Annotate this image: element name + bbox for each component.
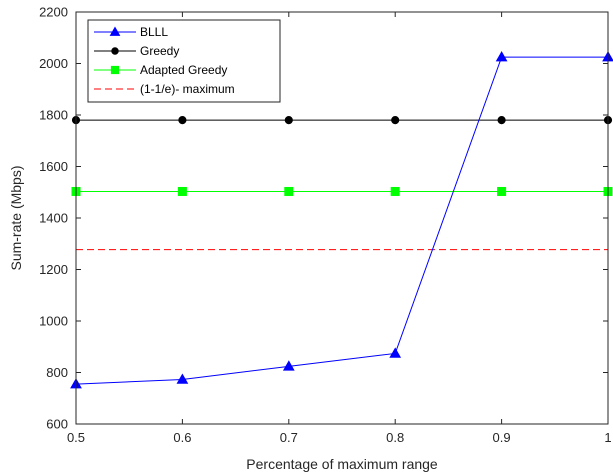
y-tick-label: 2200 xyxy=(39,5,68,20)
y-tick-label: 1600 xyxy=(39,159,68,174)
y-tick-label: 600 xyxy=(46,417,68,432)
legend-entry: Greedy xyxy=(94,44,179,58)
y-axis-label: Sum-rate (Mbps) xyxy=(8,165,24,270)
data-point-triangle xyxy=(495,51,508,62)
legend-entry: (1-1/e)- maximum xyxy=(94,82,235,96)
legend-label: Greedy xyxy=(140,44,179,58)
legend-box xyxy=(87,19,281,103)
data-point-triangle xyxy=(282,360,295,371)
data-point-triangle xyxy=(389,347,402,358)
y-tick-label: 1200 xyxy=(39,262,68,277)
legend-label: BLLL xyxy=(140,25,168,39)
x-tick-label: 0.6 xyxy=(173,430,191,445)
legend-label: (1-1/e)- maximum xyxy=(140,82,235,96)
y-tick-label: 1400 xyxy=(39,211,68,226)
y-tick-label: 800 xyxy=(46,365,68,380)
series-0 xyxy=(70,51,613,389)
y-tick-label: 2000 xyxy=(39,56,68,71)
legend-entry: Adapted Greedy xyxy=(94,63,227,77)
data-point-square xyxy=(177,186,187,196)
data-point-square xyxy=(390,186,400,196)
data-point-square xyxy=(110,65,120,75)
y-tick-label: 1000 xyxy=(39,314,68,329)
data-point-triangle xyxy=(176,373,189,384)
x-tick-label: 0.5 xyxy=(67,430,85,445)
data-point-circle xyxy=(284,116,293,125)
x-tick-label: 0.7 xyxy=(280,430,298,445)
legend-label: Adapted Greedy xyxy=(140,63,227,77)
data-point-circle xyxy=(497,116,506,125)
plot-frame xyxy=(75,11,609,425)
y-tick-label: 1800 xyxy=(39,108,68,123)
series-line xyxy=(75,56,608,385)
data-point-square xyxy=(497,186,507,196)
x-tick-label: 1 xyxy=(604,430,611,445)
x-axis-label: Percentage of maximum range xyxy=(246,456,438,472)
x-tick-label: 0.9 xyxy=(493,430,511,445)
data-point-circle xyxy=(178,116,187,125)
series-1 xyxy=(71,116,613,125)
legend-entry: BLLL xyxy=(94,25,168,39)
x-tick-label: 0.8 xyxy=(386,430,404,445)
data-point-square xyxy=(284,186,294,196)
series-2 xyxy=(71,186,613,196)
data-point-circle xyxy=(391,116,400,125)
data-point-triangle xyxy=(109,26,121,36)
data-point-circle xyxy=(111,47,119,55)
